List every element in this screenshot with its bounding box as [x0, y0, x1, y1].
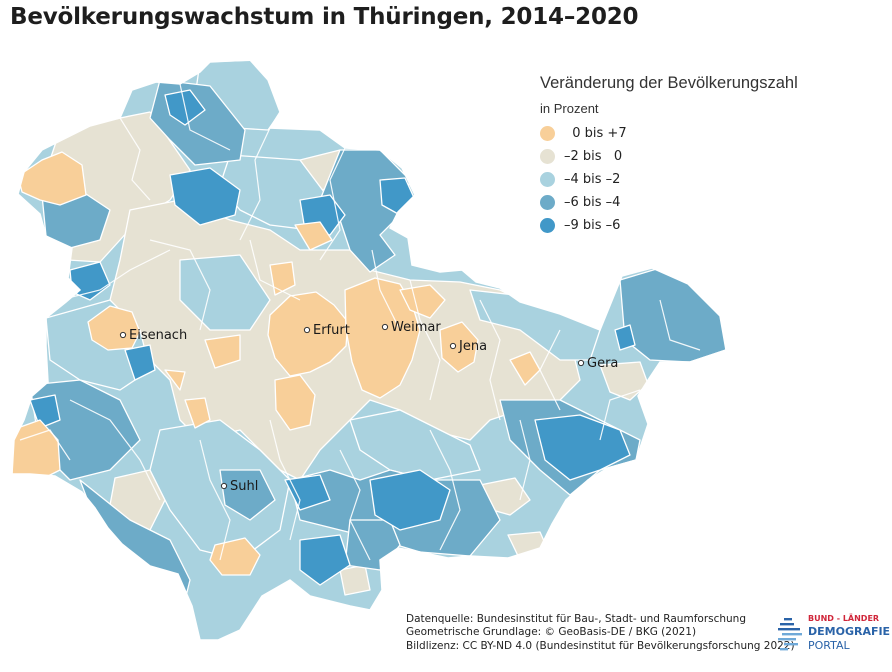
region-growth-erfurt	[267, 291, 349, 377]
district-borders	[19, 83, 701, 561]
region-growth-jena	[439, 321, 479, 373]
region-lightblue-south	[149, 419, 291, 561]
logo-line-3: PORTAL	[808, 639, 850, 652]
state-outline	[11, 59, 727, 641]
source-line-geometry: Geometrische Grundlage: © GeoBasis-DE / …	[406, 626, 697, 639]
city-label-jena: Jena	[459, 339, 488, 354]
region-growth-centre-south	[184, 397, 211, 429]
region-darkblue-s2	[369, 469, 451, 531]
city-dot-gera	[577, 359, 585, 367]
region-growth-erfurt-south	[274, 374, 316, 431]
page-title: Bevölkerungswachstum in Thüringen, 2014–…	[10, 4, 639, 30]
logo-mark-icon	[778, 618, 802, 651]
region-medblue-sc	[219, 469, 276, 521]
region-growth-west	[204, 334, 241, 369]
logo-line-2: DEMOGRAFIE	[808, 625, 891, 638]
region-growth-southwest	[12, 419, 61, 481]
legend-item: –9 bis –6	[540, 214, 798, 237]
city-label-gera: Gera	[587, 356, 619, 371]
city-dot-suhl	[220, 482, 228, 490]
legend-swatch	[540, 126, 555, 141]
region-growth-west2	[164, 369, 186, 391]
city-label-suhl: Suhl	[230, 479, 259, 494]
city-label-eisenach: Eisenach	[129, 328, 188, 343]
legend-title: Veränderung der Bevölkerungszahl	[540, 74, 798, 92]
legend-label: 0 bis +7	[564, 126, 627, 141]
city-dot-erfurt	[303, 326, 311, 334]
region-growth-south	[209, 537, 261, 576]
region-east-beige	[599, 361, 649, 401]
city-dot-jena	[449, 342, 457, 350]
region-darkblue-se	[534, 414, 631, 481]
demografie-portal-logo: BUND - LÄNDER DEMOGRAFIE PORTAL	[778, 614, 890, 654]
legend-item: –6 bis –4	[540, 191, 798, 214]
city-label-erfurt: Erfurt	[313, 323, 350, 338]
legend-swatch	[540, 149, 555, 164]
region-darkblue-sse	[299, 534, 351, 586]
region-darkblue-e	[614, 324, 636, 351]
city-dot-eisenach	[119, 331, 127, 339]
region-growth-northwest	[17, 151, 87, 206]
legend-label: –2 bis 0	[564, 149, 623, 164]
legend-swatch	[540, 218, 555, 233]
legend-swatch	[540, 172, 555, 187]
legend-label: –9 bis –6	[564, 218, 621, 233]
legend-item: –2 bis 0	[540, 145, 798, 168]
source-line-license: Bildlizenz: CC BY-ND 4.0 (Bundesinstitut…	[406, 639, 795, 652]
region-growth-eisenach	[87, 305, 141, 351]
region-medblue-e	[619, 267, 726, 363]
legend-item: 0 bis +7	[540, 122, 798, 145]
legend-label: –4 bis –2	[564, 172, 621, 187]
region-darkblue-sw	[29, 394, 61, 429]
region-south-beige-4	[339, 564, 371, 596]
region-darkblue-w2	[124, 344, 156, 381]
source-line-data: Datenquelle: Bundesinstitut für Bau-, St…	[406, 613, 747, 625]
region-growth-weimar	[344, 277, 421, 399]
region-growth-weimar-north	[399, 284, 446, 319]
city-dot-weimar	[381, 323, 389, 331]
thuringia-map	[11, 59, 727, 641]
region-darkblue-n2	[169, 167, 241, 226]
region-lightblue-sc	[349, 409, 481, 481]
source-note: Datenquelle: Bundesinstitut für Bau-, St…	[406, 613, 795, 653]
region-darkblue-s	[284, 474, 331, 511]
logo-line-1: BUND - LÄNDER	[808, 614, 880, 623]
region-growth-north	[294, 221, 333, 251]
map-legend: Veränderung der Bevölkerungszahl in Proz…	[540, 74, 798, 237]
legend-swatch	[540, 195, 555, 210]
legend-item: –4 bis –2	[540, 168, 798, 191]
region-growth-mid	[269, 261, 296, 296]
city-label-weimar: Weimar	[391, 320, 441, 335]
legend-subtitle: in Prozent	[540, 101, 599, 116]
legend-label: –6 bis –4	[564, 195, 621, 210]
